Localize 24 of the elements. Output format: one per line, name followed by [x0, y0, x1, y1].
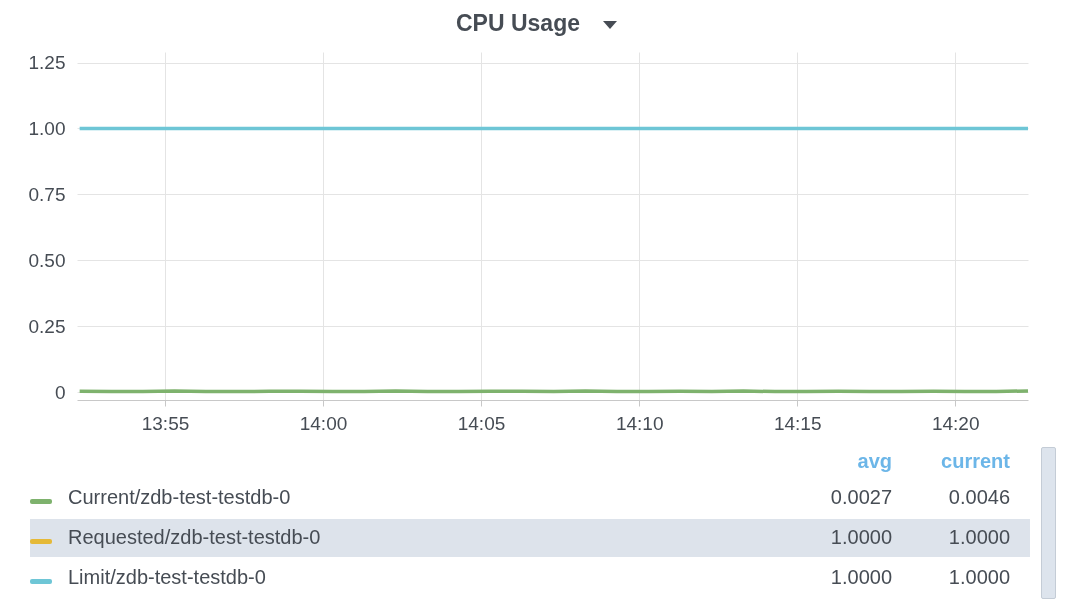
x-tick-label: 13:55	[141, 412, 190, 434]
y-tick-label: 0.75	[28, 183, 66, 205]
x-tick-label: 14:20	[931, 412, 980, 434]
text: 1.0000	[948, 566, 1010, 589]
legend-label: Requested/zdb-test-testdb-0	[68, 526, 321, 549]
y-tick-label: 1.25	[28, 52, 66, 74]
x-tick-label: 14:15	[773, 412, 822, 434]
y-tick-label: 0.50	[28, 249, 66, 271]
text: 0.0046	[948, 486, 1010, 509]
legend-label: Limit/zdb-test-testdb-0	[68, 566, 266, 589]
x-tick-label: 14:05	[457, 412, 506, 434]
text: 1.0000	[948, 526, 1010, 549]
text: current	[941, 450, 1010, 473]
x-tick-label: 14:00	[299, 412, 348, 434]
x-tick-label: 14:10	[615, 412, 664, 434]
legend-label: Current/zdb-test-testdb-0	[68, 486, 291, 509]
text: avg	[857, 450, 892, 473]
text: 0.0027	[830, 486, 892, 509]
y-tick-label: 0	[54, 381, 66, 403]
text: 1.0000	[830, 566, 892, 589]
y-tick-label: 0.25	[28, 315, 66, 337]
chart-title: CPU Usage	[456, 10, 580, 36]
text: 1.0000	[830, 526, 892, 549]
y-tick-label: 1.00	[28, 117, 66, 139]
